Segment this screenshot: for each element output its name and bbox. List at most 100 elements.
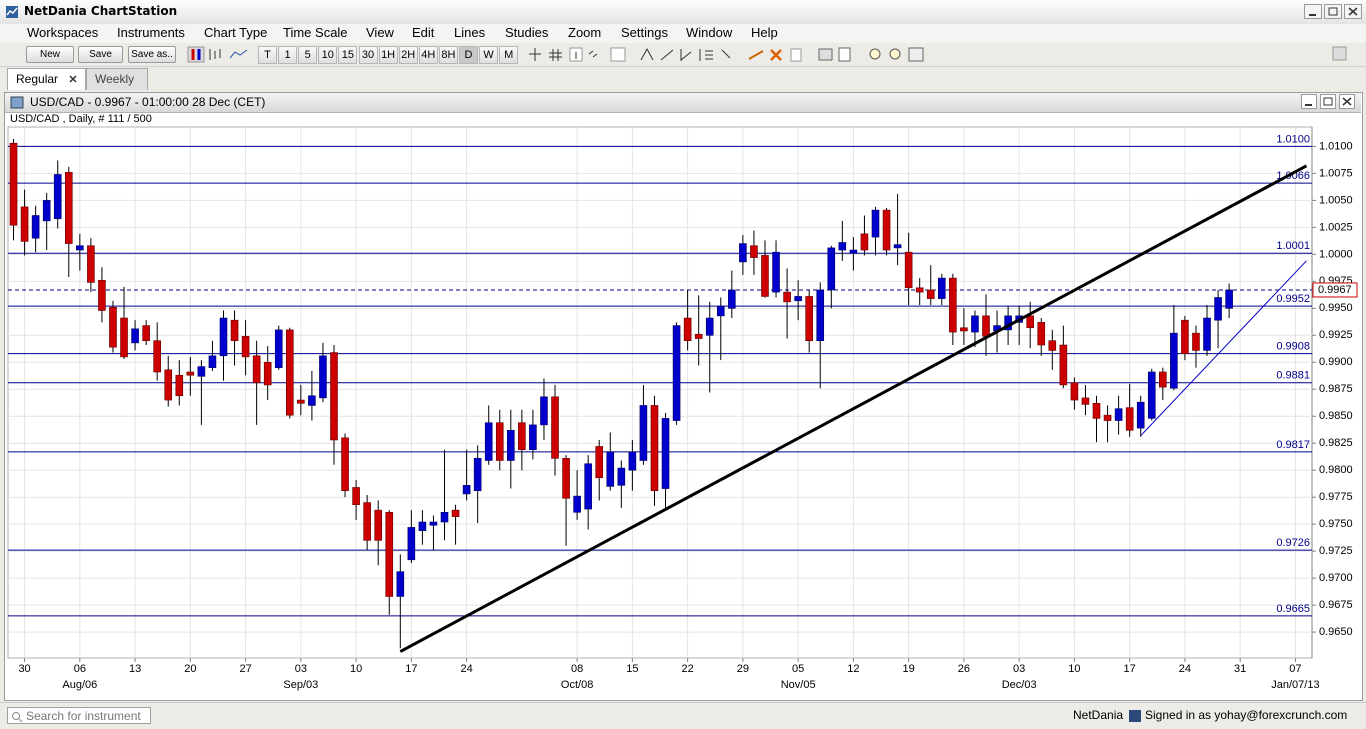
candle-body — [53, 174, 62, 220]
candle-body — [1147, 371, 1156, 419]
period-button[interactable]: 1 — [278, 46, 298, 64]
x-tick-label: 17 — [405, 663, 417, 675]
period-button[interactable]: 1H — [378, 46, 398, 64]
grid — [8, 127, 1312, 658]
x-tick-label: 30 — [18, 663, 30, 675]
menu-item[interactable]: Zoom — [568, 25, 602, 40]
x-month-label: Nov/05 — [781, 679, 816, 691]
trend-line — [1140, 260, 1307, 437]
level-label: 1.0001 — [1276, 240, 1310, 252]
period-button[interactable]: 30 — [358, 46, 378, 64]
search-icon — [12, 712, 23, 723]
window-controls[interactable] — [1301, 94, 1359, 110]
chart-type-icons[interactable] — [185, 46, 255, 63]
candle-body — [462, 485, 471, 495]
period-button[interactable]: 5 — [298, 46, 318, 64]
menu-item[interactable]: View — [366, 25, 394, 40]
candle-body — [584, 463, 592, 510]
x-tick-label: 20 — [184, 663, 196, 675]
candle-body — [1125, 407, 1134, 431]
candle-body — [772, 251, 780, 293]
x-tick-label: 10 — [350, 663, 362, 675]
menu-item[interactable]: Window — [686, 25, 733, 40]
candle-body — [473, 458, 482, 492]
y-tick-label: 1.0050 — [1319, 194, 1353, 206]
app-icon — [6, 6, 18, 18]
level-label: 1.0100 — [1276, 133, 1310, 145]
menu-item[interactable]: Help — [751, 25, 778, 40]
menu-item[interactable]: Instruments — [117, 25, 185, 40]
period-button[interactable]: 2H — [398, 46, 418, 64]
candle-body — [849, 249, 858, 254]
tool-icons[interactable] — [525, 46, 935, 63]
candle-body — [893, 244, 902, 249]
candle-body — [1214, 297, 1222, 321]
menu-item[interactable]: Chart Type — [204, 25, 268, 40]
candle-body — [31, 215, 40, 239]
candle-body — [551, 396, 559, 459]
tab-close[interactable] — [69, 75, 78, 84]
menu-item[interactable]: Time Scale — [283, 25, 348, 40]
period-button[interactable]: 10 — [318, 46, 338, 64]
period-button[interactable]: D — [459, 46, 478, 64]
candle-body — [429, 521, 438, 526]
candle-body — [1026, 315, 1035, 329]
period-button[interactable]: 15 — [338, 46, 358, 64]
toolbar-button[interactable]: Save as.. — [128, 46, 176, 63]
last-price-box — [1312, 282, 1358, 298]
level-label: 0.9665 — [1276, 603, 1310, 615]
menu-item[interactable]: Workspaces — [27, 25, 99, 40]
candle-body — [805, 296, 813, 341]
tab[interactable]: Weekly — [86, 68, 148, 90]
toolbar-icon[interactable] — [1332, 46, 1348, 62]
user-icon — [1129, 710, 1141, 722]
candle-body — [197, 366, 206, 377]
toolbar-button[interactable]: New — [26, 46, 74, 63]
candle-body — [507, 429, 515, 461]
window-icon — [10, 96, 24, 109]
x-tick-label: 26 — [958, 663, 970, 675]
candle-body — [42, 200, 51, 222]
y-tick-label: 0.9750 — [1319, 518, 1353, 530]
x-tick-label: 07 — [1289, 663, 1301, 675]
candle-body — [98, 279, 106, 311]
candle-body — [750, 245, 758, 258]
menu-item[interactable]: Settings — [621, 25, 668, 40]
period-button[interactable]: W — [479, 46, 499, 64]
period-button[interactable]: 8H — [438, 46, 458, 64]
candle-body — [153, 340, 161, 373]
menu-item[interactable]: Lines — [454, 25, 486, 40]
candle-body — [1037, 322, 1046, 346]
candle-body — [739, 243, 747, 263]
menu-item[interactable]: Studies — [505, 25, 549, 40]
x-tick-label: 24 — [460, 663, 472, 675]
candle-body — [672, 325, 681, 421]
candle-body — [1103, 414, 1112, 421]
y-tick-label: 0.9800 — [1319, 464, 1353, 476]
status-bar: Search for instrument NetDania Signed in… — [0, 702, 1366, 729]
menu-item[interactable]: Edit — [412, 25, 435, 40]
y-tick-label: 0.9650 — [1319, 626, 1353, 638]
candle-body — [1114, 408, 1123, 421]
period-button[interactable]: T — [258, 46, 277, 64]
x-tick-label: 15 — [626, 663, 638, 675]
toolbar-button[interactable]: Save — [78, 46, 123, 63]
candle-body — [297, 399, 305, 404]
period-button[interactable]: 4H — [418, 46, 438, 64]
period-button[interactable]: M — [499, 46, 519, 64]
candle-body — [882, 209, 891, 251]
candle-body — [915, 287, 924, 293]
candle-body — [949, 277, 957, 333]
candle-body — [529, 424, 537, 451]
candle-body — [562, 458, 570, 499]
candle-body — [1225, 289, 1233, 309]
tab[interactable]: Regular — [7, 68, 86, 90]
x-tick-label: 24 — [1179, 663, 1191, 675]
search-input[interactable]: Search for instrument — [7, 707, 151, 724]
y-tick-label: 0.9950 — [1319, 302, 1353, 314]
window-controls[interactable] — [1304, 4, 1364, 20]
y-tick-label: 0.9775 — [1319, 491, 1353, 503]
last-price-label: 0.9967 — [1318, 284, 1352, 296]
candle-body — [728, 289, 736, 309]
